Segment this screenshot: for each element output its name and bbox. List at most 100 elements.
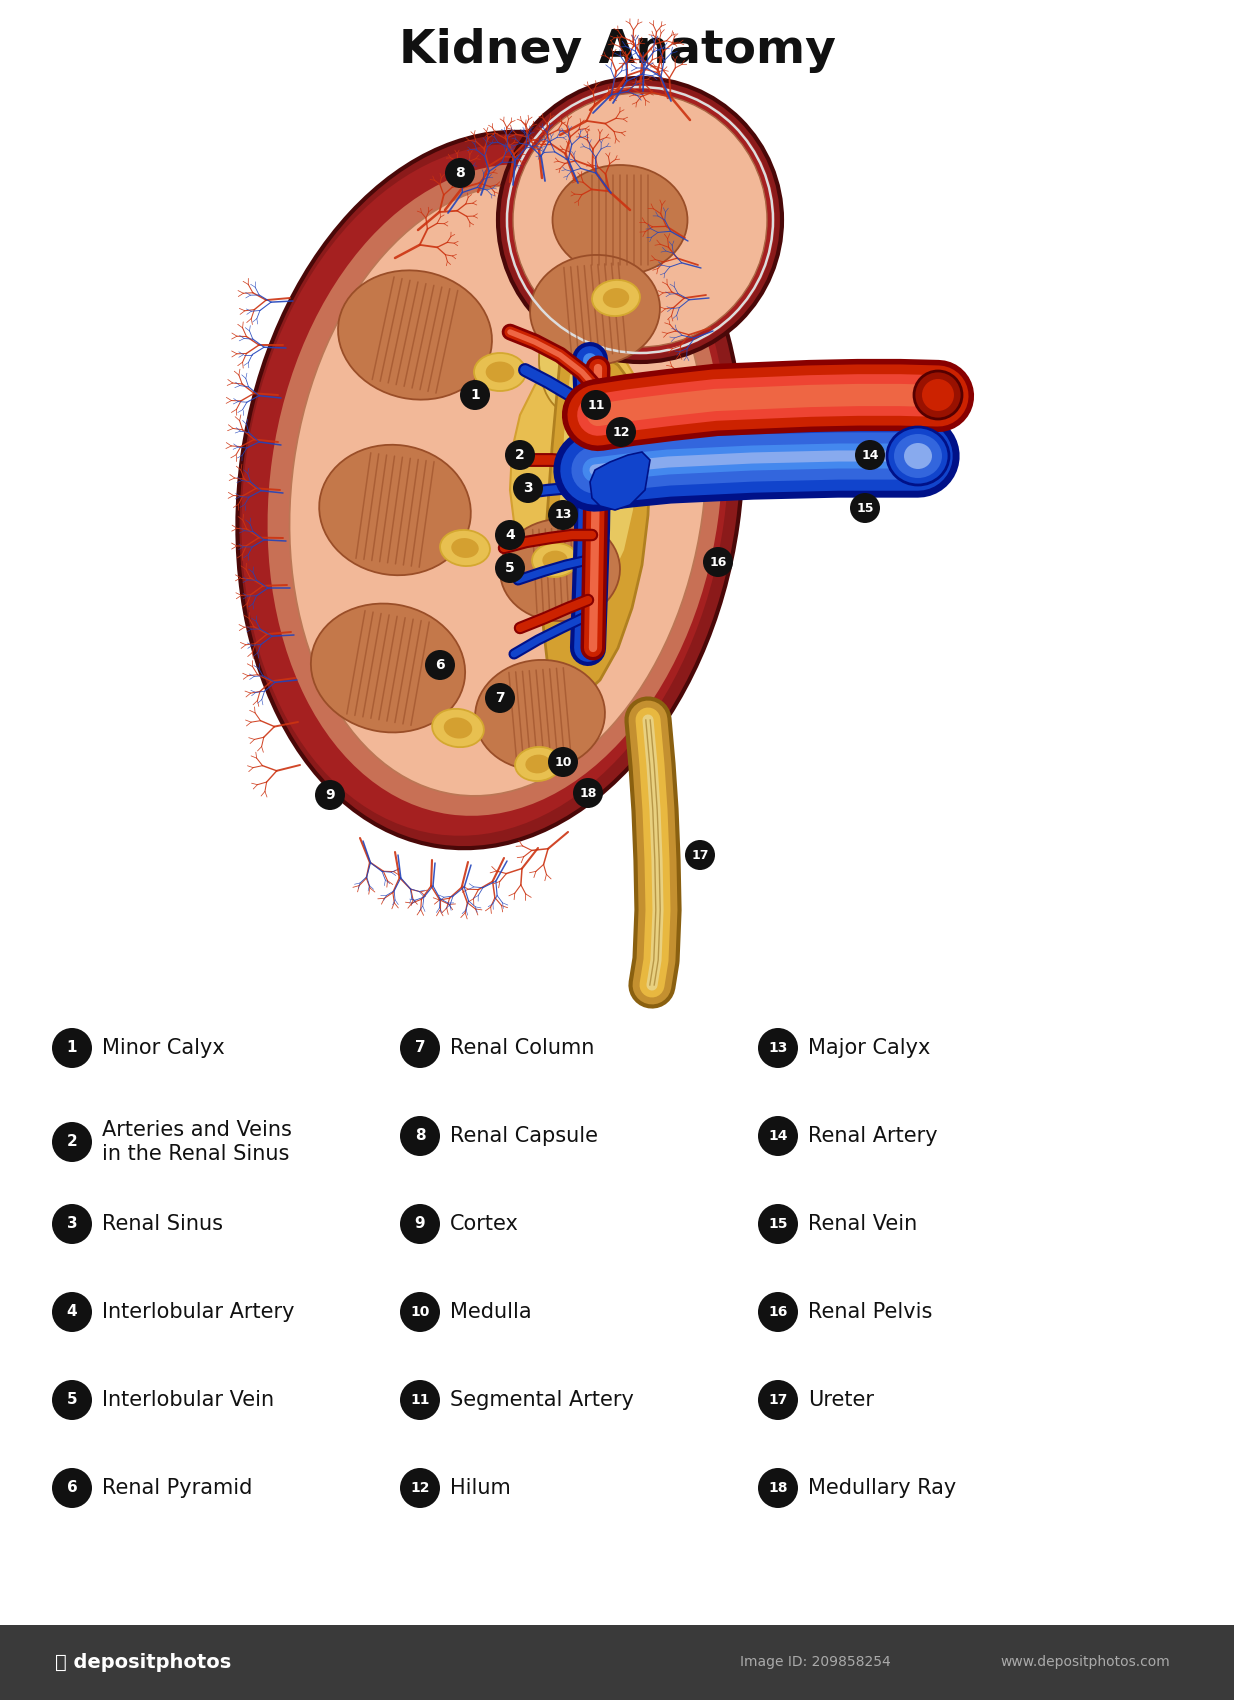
- Text: 3: 3: [523, 481, 533, 495]
- Circle shape: [52, 1469, 93, 1508]
- Text: Arteries and Veins
in the Renal Sinus: Arteries and Veins in the Renal Sinus: [102, 1120, 292, 1163]
- Ellipse shape: [539, 308, 601, 413]
- Text: 18: 18: [769, 1481, 787, 1494]
- Ellipse shape: [338, 270, 492, 400]
- FancyBboxPatch shape: [0, 1625, 1234, 1700]
- Circle shape: [445, 158, 475, 189]
- Text: 4: 4: [505, 529, 515, 542]
- Circle shape: [548, 500, 578, 530]
- Circle shape: [922, 379, 954, 411]
- Circle shape: [52, 1292, 93, 1333]
- Circle shape: [400, 1292, 441, 1333]
- Text: 11: 11: [410, 1392, 429, 1408]
- Text: 6: 6: [436, 658, 444, 672]
- Circle shape: [703, 547, 733, 576]
- Circle shape: [52, 1380, 93, 1420]
- Text: Renal Column: Renal Column: [450, 1039, 595, 1057]
- Text: 6: 6: [67, 1481, 78, 1496]
- Ellipse shape: [311, 604, 465, 733]
- Ellipse shape: [444, 717, 473, 738]
- Circle shape: [52, 1028, 93, 1068]
- Text: Renal Vein: Renal Vein: [808, 1214, 917, 1234]
- Text: Minor Calyx: Minor Calyx: [102, 1039, 225, 1057]
- Text: 13: 13: [554, 508, 571, 522]
- Polygon shape: [542, 348, 650, 700]
- Text: 18: 18: [579, 787, 597, 799]
- Circle shape: [606, 416, 636, 447]
- Ellipse shape: [526, 755, 550, 774]
- Text: 9: 9: [415, 1217, 426, 1231]
- Ellipse shape: [603, 287, 629, 308]
- Ellipse shape: [531, 255, 660, 366]
- Text: Renal Sinus: Renal Sinus: [102, 1214, 223, 1234]
- Text: ⓘ depositphotos: ⓘ depositphotos: [56, 1652, 231, 1671]
- Circle shape: [495, 520, 524, 551]
- Text: Medullary Ray: Medullary Ray: [808, 1477, 956, 1498]
- Polygon shape: [510, 340, 650, 590]
- Ellipse shape: [553, 165, 687, 275]
- Ellipse shape: [543, 551, 568, 570]
- Circle shape: [573, 779, 603, 808]
- Polygon shape: [590, 452, 650, 510]
- Circle shape: [52, 1122, 93, 1163]
- Ellipse shape: [905, 444, 932, 469]
- Text: 14: 14: [861, 449, 879, 461]
- Circle shape: [400, 1204, 441, 1244]
- Text: 16: 16: [769, 1306, 787, 1319]
- Ellipse shape: [539, 508, 597, 602]
- Ellipse shape: [452, 539, 479, 558]
- Text: 16: 16: [710, 556, 727, 568]
- Ellipse shape: [515, 746, 561, 780]
- Ellipse shape: [242, 144, 728, 836]
- Text: 3: 3: [67, 1217, 78, 1231]
- Text: Renal Pyramid: Renal Pyramid: [102, 1477, 253, 1498]
- Circle shape: [400, 1380, 441, 1420]
- Circle shape: [581, 389, 611, 420]
- Text: 7: 7: [495, 690, 505, 706]
- Text: 17: 17: [691, 848, 708, 862]
- Text: 14: 14: [769, 1129, 787, 1142]
- Text: Hilum: Hilum: [450, 1477, 511, 1498]
- Text: 4: 4: [67, 1304, 78, 1319]
- Circle shape: [855, 440, 885, 469]
- Text: Image ID: 209858254: Image ID: 209858254: [740, 1656, 891, 1669]
- Circle shape: [505, 85, 775, 355]
- Text: 8: 8: [455, 167, 465, 180]
- Ellipse shape: [237, 133, 743, 848]
- Text: Major Calyx: Major Calyx: [808, 1039, 930, 1057]
- Text: Cortex: Cortex: [450, 1214, 518, 1234]
- Text: Medulla: Medulla: [450, 1302, 532, 1323]
- Ellipse shape: [432, 709, 484, 748]
- Text: Segmental Artery: Segmental Artery: [450, 1391, 634, 1409]
- Text: Kidney Anatomy: Kidney Anatomy: [399, 27, 835, 73]
- Text: www.depositphotos.com: www.depositphotos.com: [1000, 1656, 1170, 1669]
- Text: 8: 8: [415, 1129, 426, 1144]
- Text: 1: 1: [67, 1040, 78, 1056]
- Circle shape: [758, 1204, 798, 1244]
- Text: 13: 13: [769, 1040, 787, 1056]
- Circle shape: [548, 746, 578, 777]
- Circle shape: [850, 493, 880, 524]
- Ellipse shape: [532, 542, 578, 576]
- Ellipse shape: [500, 518, 619, 620]
- Text: 12: 12: [612, 425, 629, 439]
- Ellipse shape: [887, 427, 949, 484]
- Text: Renal Capsule: Renal Capsule: [450, 1125, 598, 1146]
- Text: 2: 2: [515, 449, 524, 462]
- Circle shape: [914, 371, 963, 418]
- Text: 7: 7: [415, 1040, 426, 1056]
- Circle shape: [758, 1292, 798, 1333]
- Text: Renal Pelvis: Renal Pelvis: [808, 1302, 933, 1323]
- Circle shape: [758, 1469, 798, 1508]
- Ellipse shape: [486, 362, 515, 382]
- Circle shape: [460, 381, 490, 410]
- Circle shape: [400, 1115, 441, 1156]
- Text: 2: 2: [67, 1134, 78, 1149]
- Ellipse shape: [475, 660, 605, 770]
- Text: 15: 15: [769, 1217, 787, 1231]
- Circle shape: [758, 1028, 798, 1068]
- Circle shape: [758, 1115, 798, 1156]
- Circle shape: [499, 78, 782, 362]
- Circle shape: [505, 440, 536, 469]
- Circle shape: [758, 1380, 798, 1420]
